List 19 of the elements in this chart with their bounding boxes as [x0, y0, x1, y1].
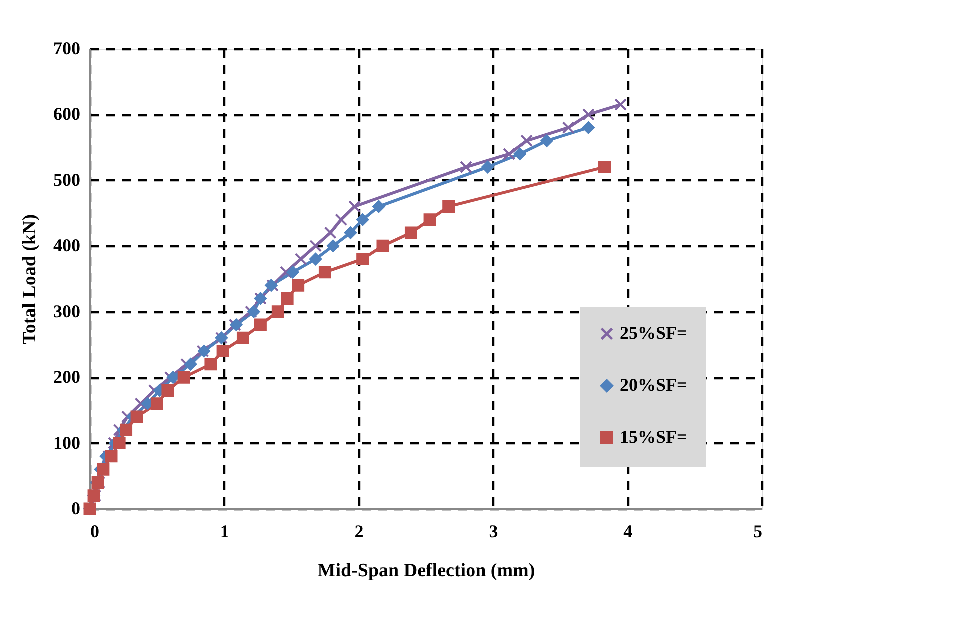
x-tick-label: 3: [489, 522, 498, 542]
x-axis-title: Mid-Span Deflection (mm): [318, 560, 536, 582]
legend-label: 25%SF=: [620, 323, 688, 343]
y-tick-label: 100: [54, 432, 80, 453]
y-tick-label: 700: [54, 38, 80, 58]
y-tick-label: 400: [54, 236, 80, 256]
y-tick-label: 200: [54, 367, 80, 388]
legend-label: 20%SF=: [620, 375, 688, 395]
x-tick-label: 0: [90, 522, 100, 542]
y-tick-label: 300: [54, 301, 80, 322]
x-tick-label: 5: [754, 522, 762, 542]
legend-label: 15%SF=: [620, 427, 688, 447]
y-tick-label: 500: [54, 170, 80, 190]
x-tick-label: 1: [220, 522, 230, 542]
y-axis-title: Total Load (kN): [20, 214, 40, 345]
y-tick-label: 600: [54, 104, 80, 124]
x-tick-label: 4: [624, 522, 633, 542]
y-tick-label: 0: [72, 498, 80, 518]
x-tick-label: 2: [354, 522, 364, 542]
